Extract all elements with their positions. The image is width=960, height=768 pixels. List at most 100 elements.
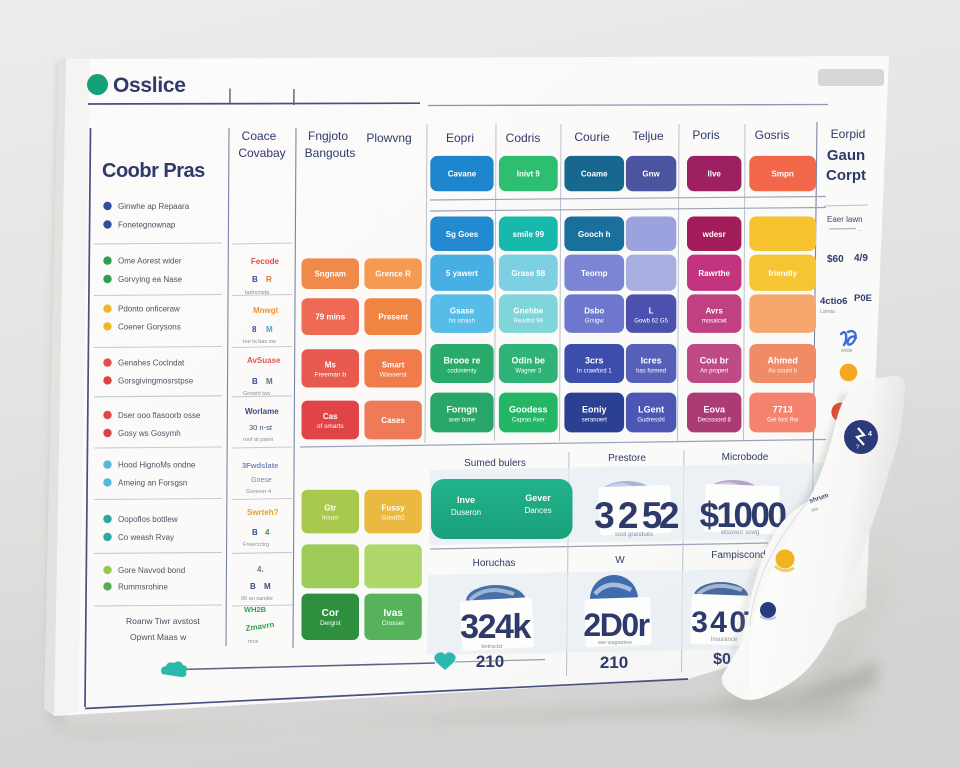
svg-text:4: 4 [868,431,872,438]
svg-text:Gnehbe: Gnehbe [513,307,543,316]
svg-text:Horuchas: Horuchas [473,558,516,569]
svg-text:Oopoflos bottlew: Oopoflos bottlew [118,515,178,524]
svg-text:Fonetegnownap: Fonetegnownap [118,221,176,230]
svg-text:Rummsrohine: Rummsrohine [118,582,168,591]
svg-text:$60: $60 [827,254,844,265]
svg-text:Goese: Goese [251,477,272,484]
svg-text:Gaun: Gaun [827,147,865,164]
svg-text:Coace: Coace [242,129,277,143]
svg-text:4ctio6: 4ctio6 [820,296,847,307]
svg-text:Coener Gorysons: Coener Gorysons [118,322,181,331]
svg-text:Icres: Icres [641,356,662,366]
svg-text:Gtr: Gtr [324,504,336,513]
svg-text:friendly: friendly [768,269,797,278]
svg-text:Cases: Cases [381,416,405,425]
svg-text:M: M [266,377,273,386]
svg-text:Gooch h: Gooch h [578,230,611,239]
svg-text:Mnwgt: Mnwgt [253,306,279,315]
svg-text:ho smash: ho smash [449,319,475,325]
svg-text:Eova: Eova [703,405,726,415]
svg-text:In crawford 1: In crawford 1 [577,369,612,375]
svg-text:Coame: Coame [581,170,608,179]
svg-text:Insurance: Insurance [711,637,738,643]
svg-text:Fecode: Fecode [251,257,280,266]
svg-text:Dergist: Dergist [320,620,341,627]
svg-text:Cou br: Cou br [700,356,729,366]
svg-text:Eopri: Eopri [446,131,474,145]
svg-text:Gosris: Gosris [755,128,790,142]
svg-text:ww wagastew: ww wagastew [597,640,632,646]
svg-text:Wagner 3: Wagner 3 [515,369,541,375]
svg-text:t.amia: t.amia [820,309,836,315]
svg-text:Grase 98: Grase 98 [511,269,545,278]
svg-text:Ivas: Ivas [383,608,403,619]
svg-text:Smpn: Smpn [772,170,794,179]
svg-text:Eaer lawn: Eaer lawn [827,215,863,224]
svg-text:Gudresshl: Gudresshl [637,418,664,424]
svg-text:Rawrthe: Rawrthe [698,269,730,278]
svg-text:Opwnt Maas w: Opwnt Maas w [130,632,187,642]
svg-text:Gever: Gever [525,493,551,503]
svg-text:4: 4 [265,528,270,537]
svg-text:Teljue: Teljue [632,129,664,143]
svg-text:LGent: LGent [638,405,664,415]
svg-text:Genahes Coclndat: Genahes Coclndat [118,359,185,368]
svg-text:Osslice: Osslice [113,74,186,97]
svg-text:Dances: Dances [524,506,551,515]
svg-text:mn: mn [811,506,820,514]
svg-text:betractst: betractst [481,644,503,650]
svg-text:wotsr: wotsr [841,348,853,354]
svg-text:30 n-st: 30 n-st [249,423,273,432]
svg-text:Smart: Smart [382,360,405,369]
svg-text:Present: Present [378,313,408,322]
svg-text:Good92: Good92 [382,515,406,522]
svg-text:2D0r: 2D0r [583,607,649,643]
svg-text:?: ? [856,445,860,451]
svg-text:P0E: P0E [854,293,872,304]
svg-text:Teornp: Teornp [581,269,608,278]
svg-text:Capras Aver: Capras Aver [512,418,545,424]
svg-text:Gore Navvod bond: Gore Navvod bond [118,566,185,575]
svg-text:Corpt: Corpt [826,167,866,184]
svg-text:tadrcmete: tadrcmete [245,290,269,296]
svg-text:Sumed bulers: Sumed bulers [464,458,526,469]
svg-text:WH2B: WH2B [244,605,267,614]
svg-text:Cas: Cas [323,412,338,421]
svg-text:99 an sander: 99 an sander [241,596,273,602]
svg-text:Avrs: Avrs [705,307,723,316]
svg-text:Co weash Rvay: Co weash Rvay [118,533,174,542]
svg-text:Swrteh?: Swrteh? [247,508,279,517]
svg-text:B: B [252,528,258,537]
svg-text:soot grandues: soot grandues [615,532,653,538]
svg-text:R: R [266,275,272,284]
svg-text:5 yawert: 5 yawert [446,269,478,278]
svg-text:L: L [649,307,654,316]
svg-text:wtsoverr sowg: wtsoverr sowg [720,530,759,536]
svg-text:$1000: $1000 [700,496,787,535]
svg-text:Goodess: Goodess [509,405,548,415]
svg-text:Ginwhe ap Repaara: Ginwhe ap Repaara [118,202,190,211]
svg-text:B: B [252,275,258,284]
svg-text:W: W [615,555,625,566]
svg-text:Odin be: Odin be [512,356,546,366]
svg-text:Worlame: Worlame [245,407,279,416]
svg-text:79 mins: 79 mins [315,313,345,322]
svg-text:Poris: Poris [692,128,719,142]
svg-text:Microbode: Microbode [722,452,769,463]
svg-text:M: M [264,582,271,591]
svg-text:Bangouts: Bangouts [305,146,356,160]
svg-text:Roanw Tiwr avstost: Roanw Tiwr avstost [126,616,200,626]
svg-text:Ilve: Ilve [708,170,722,179]
svg-text:4/9: 4/9 [854,253,868,264]
svg-text:Ameing an Forsgsn: Ameing an Forsgsn [118,478,187,487]
svg-text:Frwecrctrg: Frwecrctrg [243,542,269,548]
svg-text:..: .. [858,227,862,233]
svg-text:Gorsgivingmosrstpse: Gorsgivingmosrstpse [118,376,194,385]
svg-text:Crosser: Crosser [382,620,406,627]
svg-text:8: 8 [252,325,257,334]
svg-text:Inve: Inve [457,495,475,505]
svg-text:AvSuase: AvSuase [247,356,281,365]
svg-text:Fngjoto: Fngjoto [308,129,348,143]
svg-text:B: B [252,377,258,386]
svg-text:3Fwdslate: 3Fwdslate [242,461,278,470]
